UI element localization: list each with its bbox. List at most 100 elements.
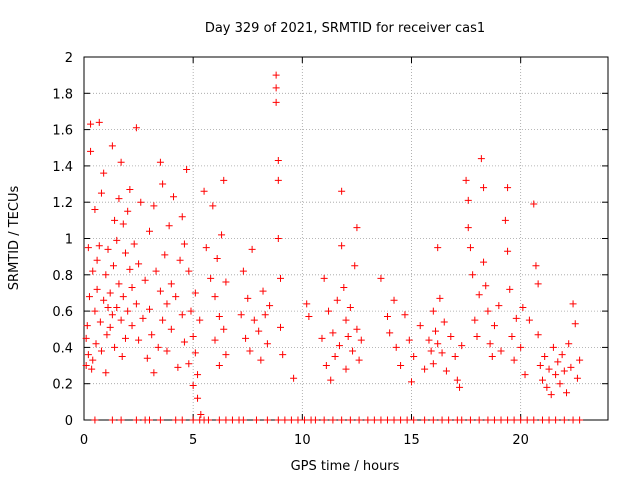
data-point: [272, 71, 280, 79]
data-point: [104, 245, 112, 253]
data-point: [263, 340, 271, 348]
data-point: [469, 271, 477, 279]
data-point: [104, 303, 112, 311]
data-point: [311, 416, 319, 424]
data-point: [148, 331, 156, 339]
data-point: [102, 271, 110, 279]
data-point: [497, 416, 505, 424]
data-point: [135, 260, 143, 268]
data-point: [167, 280, 175, 288]
data-point: [139, 314, 147, 322]
data-point: [277, 274, 284, 282]
y-tick-label: 0.6: [52, 305, 73, 320]
data-point: [82, 362, 90, 370]
data-point: [331, 352, 339, 360]
data-point: [183, 166, 191, 174]
data-point: [250, 316, 258, 324]
data-point: [93, 285, 101, 293]
data-point: [218, 231, 226, 239]
data-point: [118, 352, 126, 360]
data-point: [342, 316, 350, 324]
data-point: [545, 416, 553, 424]
data-point: [121, 249, 129, 257]
data-point: [117, 316, 125, 324]
data-point: [456, 383, 464, 391]
data-point: [421, 416, 429, 424]
data-point: [523, 416, 531, 424]
data-point: [490, 416, 498, 424]
data-point: [477, 155, 485, 163]
data-point: [569, 300, 577, 308]
data-point: [167, 325, 175, 333]
data-point: [327, 376, 335, 384]
x-axis-label: GPS time / hours: [291, 459, 400, 474]
data-point: [573, 374, 581, 382]
data-point: [211, 336, 219, 344]
data-point: [156, 158, 164, 166]
data-point: [95, 118, 103, 126]
data-point: [259, 287, 267, 295]
data-point: [504, 247, 512, 255]
data-point: [325, 307, 333, 315]
data-point: [102, 369, 110, 377]
data-point: [560, 367, 568, 375]
data-point: [220, 325, 228, 333]
data-point: [342, 365, 350, 373]
data-point: [353, 325, 361, 333]
data-point: [338, 187, 346, 195]
data-point: [346, 416, 354, 424]
data-point: [386, 329, 394, 337]
data-point: [517, 416, 525, 424]
data-point: [272, 84, 280, 92]
data-point: [257, 356, 265, 364]
data-point: [355, 356, 363, 364]
x-tick-label: 10: [294, 433, 311, 448]
data-point: [189, 382, 197, 390]
data-point: [100, 169, 108, 177]
data-point: [191, 289, 199, 297]
data-point: [453, 376, 461, 384]
data-point: [530, 416, 538, 424]
data-point: [442, 367, 450, 375]
data-point: [244, 294, 252, 302]
data-point: [194, 394, 202, 402]
data-point: [427, 347, 435, 355]
data-point: [392, 343, 400, 351]
data-point: [255, 327, 263, 335]
data-point: [84, 244, 92, 252]
data-point: [113, 236, 121, 244]
data-point: [263, 416, 271, 424]
data-point: [150, 202, 158, 210]
data-point: [346, 303, 354, 311]
data-point: [108, 311, 116, 319]
data-point: [117, 158, 125, 166]
data-point: [189, 416, 197, 424]
data-point: [482, 282, 490, 290]
data-point: [207, 274, 215, 282]
data-point: [484, 416, 492, 424]
data-point: [178, 213, 186, 221]
data-point: [517, 343, 525, 351]
data-point: [185, 267, 193, 275]
data-point: [111, 216, 119, 224]
data-point: [222, 278, 230, 286]
data-point: [436, 294, 444, 302]
data-point: [475, 416, 483, 424]
data-point: [490, 322, 498, 330]
data-point: [143, 354, 151, 362]
data-point: [91, 205, 99, 213]
data-point: [303, 300, 311, 308]
data-point: [432, 327, 440, 335]
data-point: [390, 296, 398, 304]
data-point: [170, 193, 178, 201]
data-point: [215, 416, 223, 424]
data-point: [172, 416, 180, 424]
data-point: [287, 416, 295, 424]
y-tick-label: 0.2: [52, 378, 73, 393]
data-point: [541, 352, 549, 360]
data-point: [146, 416, 153, 424]
data-point: [353, 224, 361, 232]
x-tick-label: 20: [512, 433, 529, 448]
data-point: [425, 336, 433, 344]
